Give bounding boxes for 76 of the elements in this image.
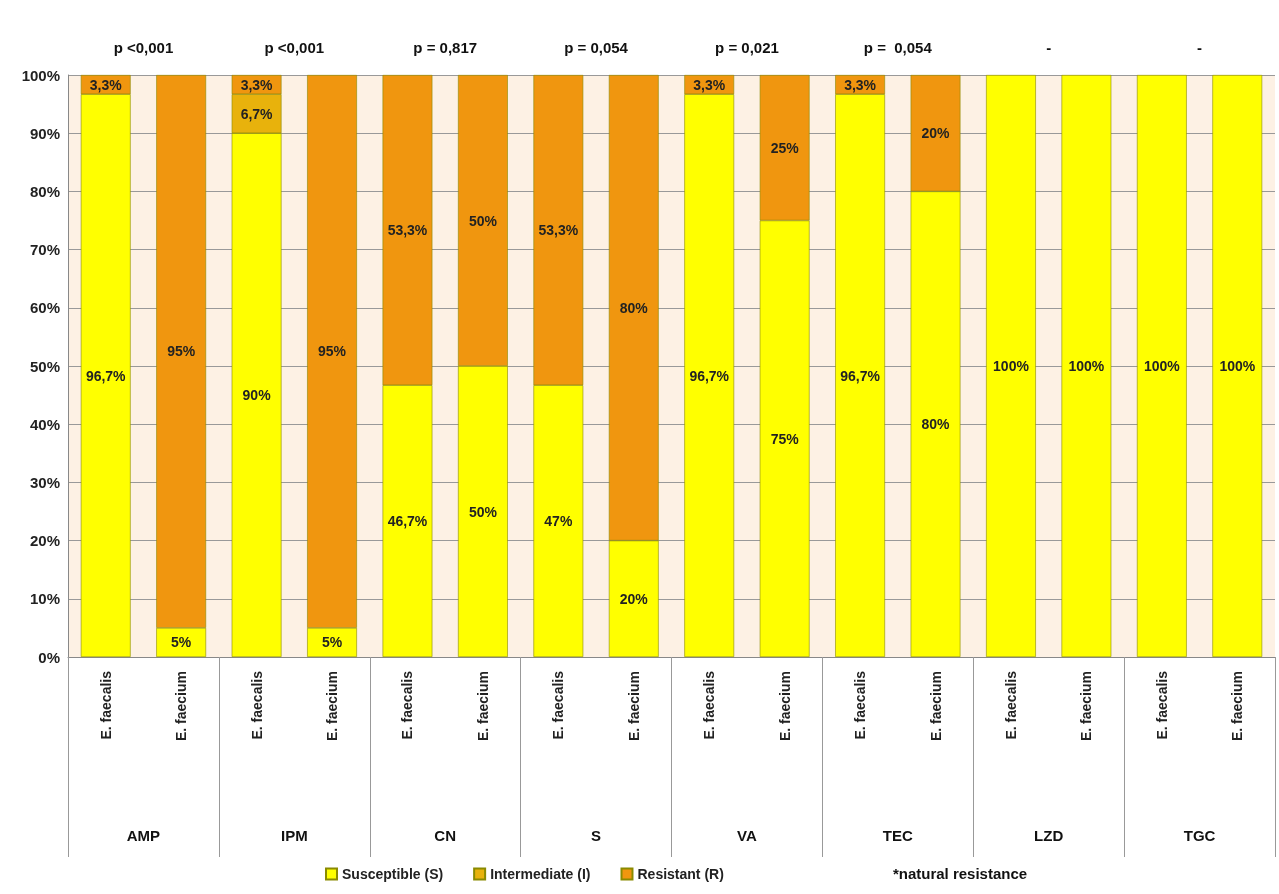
y-tick-label: 90% [29, 124, 60, 142]
y-tick-label: 100% [21, 66, 60, 84]
text: p = 0,817 [413, 38, 478, 56]
data-label: 3,3% [240, 76, 274, 93]
y-tick-label: 20% [29, 532, 60, 550]
x-tick-label: E. faecium [776, 671, 793, 742]
text: S [591, 826, 602, 844]
data-label: 80% [921, 416, 951, 433]
data-label: 3,3% [844, 76, 877, 93]
x-tick-label: E. faecalis [550, 670, 567, 740]
x-tick-label: E. faecium [927, 671, 944, 742]
text: *natural resistance [892, 864, 1028, 882]
data-label: 80% [619, 299, 649, 316]
data-label: 25% [770, 139, 800, 156]
x-tick-label: E. faecium [1229, 671, 1246, 742]
text: AMP [126, 826, 161, 844]
text: p = 0,054 [863, 38, 933, 56]
legend-label: Susceptible (S) [342, 866, 444, 882]
x-tick-label: E. faecalis [1153, 670, 1170, 740]
data-label: 50% [468, 503, 498, 520]
data-label: 46,7% [387, 513, 428, 530]
y-tick-label: 0% [38, 648, 60, 666]
text: VA [737, 826, 757, 844]
legend-label: Resistant (R) [637, 866, 724, 882]
data-label: 20% [619, 590, 649, 607]
x-tick-label: E. faecium [324, 671, 341, 742]
data-label: 95% [167, 343, 196, 360]
data-label: 47% [544, 513, 573, 530]
y-tick-label: 70% [29, 241, 60, 259]
data-label: 5% [321, 634, 343, 651]
text: p = 0,021 [715, 38, 779, 56]
text: p <0,001 [113, 38, 174, 56]
x-tick-label: E. faecium [474, 671, 491, 742]
text: IPM [280, 826, 308, 844]
data-label: 95% [318, 343, 347, 360]
text: - [1197, 38, 1203, 56]
legend-label: Intermediate (I) [490, 866, 591, 882]
text: CN [434, 826, 457, 844]
x-tick-label: E. faecium [173, 671, 190, 742]
text: TEC [882, 826, 913, 844]
x-tick-label: E. faecium [1078, 671, 1095, 742]
data-label: 100% [993, 358, 1030, 374]
data-label: 5% [171, 634, 192, 651]
data-label: 53,3% [387, 222, 428, 239]
y-tick-label: 50% [29, 357, 60, 375]
data-label: 96,7% [85, 367, 127, 384]
y-tick-label: 40% [29, 415, 60, 433]
data-label: 3,3% [693, 76, 726, 93]
y-tick-label: 80% [29, 182, 60, 200]
data-label: 96,7% [840, 367, 881, 384]
x-tick-label: E. faecalis [852, 670, 869, 740]
x-tick-label: E. faecalis [701, 670, 718, 740]
text: p = 0,054 [564, 38, 629, 56]
text: LZD [1034, 826, 1064, 844]
data-label: 90% [242, 387, 272, 404]
data-label: 6,7% [240, 105, 274, 122]
x-tick-label: E. faecium [625, 671, 642, 742]
text: - [1046, 38, 1052, 56]
text: TGC [1183, 826, 1216, 844]
data-label: 53,3% [538, 222, 579, 239]
data-label: 100% [1068, 358, 1105, 374]
x-tick-label: E. faecalis [1002, 670, 1019, 740]
data-label: 50% [468, 212, 498, 229]
x-tick-label: E. faecalis [248, 670, 265, 740]
y-tick-label: 10% [29, 590, 60, 608]
data-label: 20% [921, 125, 951, 142]
data-label: 75% [770, 430, 800, 447]
data-label: 100% [1143, 358, 1181, 374]
y-tick-label: 30% [29, 473, 60, 491]
text: p <0,001 [264, 38, 325, 56]
data-label: 3,3% [89, 76, 123, 93]
y-tick-label: 60% [29, 299, 60, 317]
x-tick-label: E. faecalis [399, 670, 416, 740]
x-tick-label: E. faecalis [97, 670, 114, 740]
data-label: 96,7% [689, 367, 730, 384]
data-label: 100% [1219, 358, 1256, 374]
